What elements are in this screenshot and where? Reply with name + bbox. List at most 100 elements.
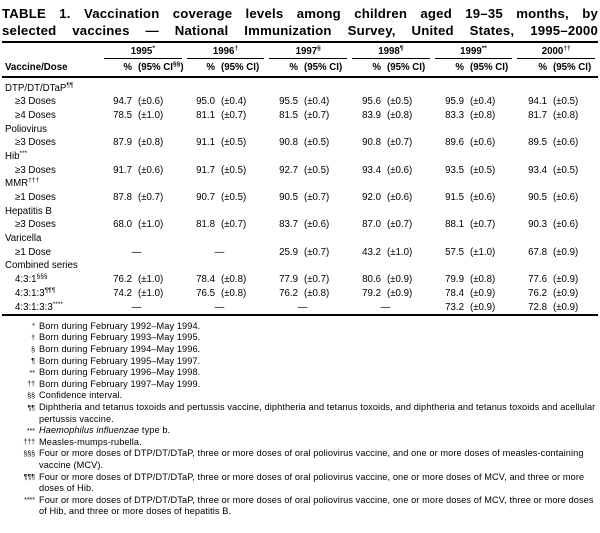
ci-value: (±0.9) xyxy=(553,246,579,258)
value-cell: 83.7 (±0.6) xyxy=(268,219,351,230)
footnote-text-part: Measles-mumps-rubella. xyxy=(39,436,142,447)
ci-column-header: % (95% CI) xyxy=(351,62,434,73)
ci-superscript: §§ xyxy=(173,60,181,68)
ci-value: (±0.8) xyxy=(304,287,330,299)
row-label-superscript: ††† xyxy=(28,177,40,185)
footnote-symbol: †† xyxy=(27,381,35,389)
dose-data-row: ≥4 Doses 78.5 (±1.0) 81.1 (±0.7) 81.5 (±0.7) 83… xyxy=(2,109,598,123)
vaccine-dose-column-header: Vaccine/Dose xyxy=(5,62,68,74)
value-cell: 95.9 (±0.4) xyxy=(434,96,517,107)
year-label: 1995* xyxy=(104,45,182,60)
value-cell: 25.9 (±0.7) xyxy=(268,247,351,258)
row-label: ≥1 Dose xyxy=(2,247,102,258)
vaccine-group-row: Hib*** xyxy=(2,150,598,164)
percent-value: 81.5 xyxy=(279,109,298,121)
row-label-superscript: ¶¶ xyxy=(66,81,74,89)
row-label-superscript: **** xyxy=(52,300,63,308)
percent-value: 90.7 xyxy=(196,192,215,204)
year-superscript: § xyxy=(317,44,321,52)
percent-value: 68.0 xyxy=(113,219,132,231)
ci-value: (±1.0) xyxy=(138,109,164,121)
percent-value: 43.2 xyxy=(362,246,381,258)
ci-value: (±0.5) xyxy=(221,164,247,176)
page: TABLE 1. Vaccination coverage levels amo… xyxy=(2,6,598,516)
row-label-superscript: ¶¶¶ xyxy=(44,286,56,294)
value-cell: 43.2 (±1.0) xyxy=(351,247,434,258)
value-cell: 76.2 (±0.9) xyxy=(517,288,600,299)
label-text: ≥1 Doses xyxy=(15,192,56,204)
value-cell: 90.5 (±0.6) xyxy=(517,192,600,203)
value-cell: 87.8 (±0.7) xyxy=(102,192,185,203)
title-line-1: TABLE 1. Vaccination coverage levels amo… xyxy=(2,6,598,21)
dose-data-row: 4:3:1:3:3**** — — — — 73.2 (±0.9) 72.8 (±0.9) xyxy=(2,300,598,314)
label-text: ≥3 Doses xyxy=(15,96,56,108)
row-label: ≥4 Doses xyxy=(2,110,102,121)
ci-value: (±0.6) xyxy=(553,137,579,149)
dose-data-row: ≥1 Dose — — 25.9 (±0.7) 43.2 (±1.0) 57.5 (±1.0) 6… xyxy=(2,245,598,259)
bottom-divider xyxy=(2,313,598,316)
footnote-symbol: ¶ xyxy=(31,358,35,366)
row-label: ≥3 Doses xyxy=(2,165,102,176)
percent-value: 93.4 xyxy=(362,164,381,176)
footnote-text-part: Four or more doses of DTP/DT/DTaP, three… xyxy=(39,471,585,494)
percent-value: 89.6 xyxy=(445,137,464,149)
percent-header: % xyxy=(538,62,547,74)
row-label: MMR††† xyxy=(2,177,102,189)
footnote-text-part: Born during February 1996–May 1998. xyxy=(39,367,201,378)
percent-value: 94.7 xyxy=(113,96,132,108)
ci-value: (±0.8) xyxy=(138,137,164,149)
row-label: ≥1 Doses xyxy=(2,192,102,203)
value-cell: 73.2 (±0.9) xyxy=(434,302,517,313)
row-label: ≥3 Doses xyxy=(2,96,102,107)
ci-value: (±0.5) xyxy=(304,137,330,149)
row-label-superscript: *** xyxy=(19,149,28,157)
row-label: Combined series xyxy=(2,260,102,271)
label-text: Hib xyxy=(5,150,20,162)
value-cell: 78.4 (±0.9) xyxy=(434,288,517,299)
value-cell: 90.5 (±0.7) xyxy=(268,192,351,203)
footnote-text-part: Born during February 1994–May 1996. xyxy=(39,344,201,355)
label-text: 1998 xyxy=(378,46,400,58)
footnote-symbol: § xyxy=(31,346,35,354)
ci-value: (±0.7) xyxy=(304,274,330,286)
row-label: 4:3:1:3¶¶¶ xyxy=(2,286,102,299)
table-body: DTP/DT/DTaP¶¶ ≥3 Doses 94.7 (±0.6) 95.0 (±0.4… xyxy=(2,78,598,314)
ci-value: (±0.7) xyxy=(304,246,330,258)
footnote-text: Born during February 1995–May 1997. xyxy=(39,356,598,368)
vaccine-group-row: DTP/DT/DTaP¶¶ xyxy=(2,81,598,95)
value-cell: 95.0 (±0.4) xyxy=(185,96,268,107)
value-cell: 89.6 (±0.6) xyxy=(434,137,517,148)
value-cell: 89.5 (±0.6) xyxy=(517,137,600,148)
label-text: 2000 xyxy=(541,46,564,58)
footnote-symbol: * xyxy=(32,323,35,331)
label-text: ≥4 Doses xyxy=(15,109,56,121)
percent-value: 67.8 xyxy=(528,246,547,258)
footnote-symbol: ** xyxy=(29,369,35,377)
percent-value: 90.5 xyxy=(528,192,547,204)
ci-value: (±1.0) xyxy=(470,246,496,258)
ci-header: (95% CI) xyxy=(553,62,592,74)
percent-value: 95.6 xyxy=(362,96,381,108)
ci-value: (±0.4) xyxy=(470,96,496,108)
ci-value: (±0.5) xyxy=(387,96,413,108)
footnote: †† Born during February 1997–May 1999. xyxy=(2,379,598,391)
vaccine-group-row: Varicella xyxy=(2,232,598,246)
percent-value: 81.1 xyxy=(196,109,215,121)
year-header-row: 1995* 1996† 1997§ 1998¶ 1999** 2000†† xyxy=(102,43,598,60)
percent-value: 78.4 xyxy=(196,274,215,286)
year-superscript: ¶ xyxy=(399,44,404,52)
ci-value: (±0.8) xyxy=(553,109,579,121)
row-label: 4:3:1§§§ xyxy=(2,273,102,285)
footnote-symbol: §§§ xyxy=(23,450,35,458)
percent-value: 93.4 xyxy=(528,164,547,176)
percent-value: 78.5 xyxy=(113,109,132,121)
percent-value: 90.8 xyxy=(362,137,381,149)
footnote-text: Born during February 1997–May 1999. xyxy=(39,379,598,391)
year-column: 2000†† xyxy=(515,45,598,60)
footnote-text-part: Born during February 1993–May 1995. xyxy=(39,332,201,343)
label-text: 1997 xyxy=(295,46,318,58)
percent-value: 94.1 xyxy=(528,96,547,108)
percent-value: 91.1 xyxy=(196,137,215,149)
ci-header: (95% CI) xyxy=(470,62,509,74)
value-cell: 77.9 (±0.7) xyxy=(268,274,351,285)
